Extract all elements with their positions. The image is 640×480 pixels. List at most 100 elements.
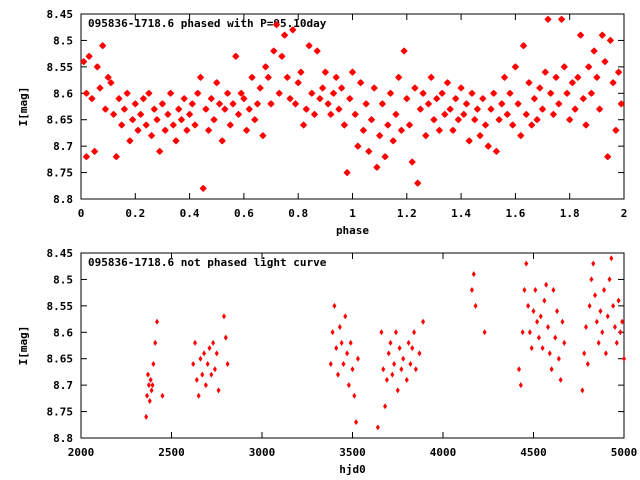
- data-point: [82, 89, 90, 97]
- data-point: [191, 121, 199, 129]
- data-point: [96, 84, 104, 92]
- data-point: [330, 329, 335, 336]
- data-point: [148, 376, 153, 383]
- data-point: [145, 371, 150, 378]
- data-point: [471, 116, 479, 124]
- x-tick-label: 1.6: [505, 207, 525, 220]
- data-point: [594, 318, 599, 325]
- data-point: [582, 121, 590, 129]
- data-point: [392, 361, 397, 367]
- data-point: [566, 116, 574, 124]
- data-point: [527, 329, 532, 336]
- data-point: [172, 137, 180, 145]
- data-point: [164, 110, 172, 118]
- data-point: [558, 15, 566, 23]
- data-point: [533, 287, 538, 293]
- data-point: [614, 339, 619, 346]
- data-point: [341, 361, 346, 367]
- y-tick-label: 8.5: [53, 273, 73, 286]
- data-point: [151, 361, 156, 367]
- data-point: [596, 339, 601, 346]
- data-point: [563, 89, 571, 97]
- data-point: [365, 147, 373, 155]
- data-point: [617, 100, 625, 108]
- data-point: [574, 73, 582, 81]
- data-point: [526, 302, 531, 309]
- data-point: [549, 110, 557, 118]
- data-point: [339, 339, 344, 346]
- data-point: [354, 142, 362, 150]
- data-point: [384, 121, 392, 129]
- data-point: [524, 260, 529, 267]
- data-point: [310, 110, 319, 118]
- data-point: [517, 366, 522, 373]
- data-point: [234, 110, 243, 118]
- data-point: [308, 89, 316, 97]
- data-point: [593, 292, 598, 299]
- data-point: [191, 361, 196, 367]
- data-point: [460, 110, 468, 118]
- data-point: [538, 105, 547, 113]
- x-tick-label: 1: [349, 207, 356, 220]
- x-axis-label: phase: [336, 224, 369, 237]
- data-point: [245, 105, 253, 113]
- data-point: [615, 68, 623, 76]
- data-point: [207, 95, 215, 103]
- x-tick-label: 3000: [249, 446, 276, 459]
- data-point: [585, 361, 590, 367]
- data-point: [346, 382, 351, 389]
- data-point: [316, 95, 324, 103]
- data-point: [212, 366, 217, 373]
- data-point: [421, 318, 426, 325]
- data-point: [471, 271, 476, 278]
- data-point: [529, 345, 534, 352]
- data-point: [601, 58, 609, 66]
- data-point: [598, 308, 603, 315]
- data-point: [479, 95, 487, 103]
- data-point: [348, 68, 357, 76]
- data-point: [207, 345, 212, 352]
- data-point: [332, 73, 340, 81]
- data-point: [229, 100, 237, 108]
- data-point: [221, 105, 229, 113]
- data-point: [305, 42, 313, 50]
- data-point: [503, 110, 511, 118]
- data-point: [343, 313, 348, 320]
- data-point: [473, 302, 478, 309]
- data-point: [210, 116, 218, 124]
- data-point: [324, 100, 332, 108]
- x-tick-label: 0.8: [288, 207, 308, 220]
- data-point: [346, 95, 354, 103]
- data-point: [536, 84, 544, 92]
- data-point: [511, 63, 519, 71]
- y-axis-label: I[mag]: [17, 326, 30, 366]
- data-point: [457, 84, 465, 92]
- data-point: [180, 95, 188, 103]
- data-point: [354, 419, 359, 426]
- data-point: [583, 324, 588, 330]
- data-point: [414, 179, 422, 187]
- data-point: [620, 318, 625, 325]
- data-point: [362, 100, 370, 108]
- data-point: [149, 387, 154, 394]
- data-point: [259, 132, 267, 140]
- x-tick-label: 2: [621, 207, 628, 220]
- data-point: [88, 95, 96, 103]
- data-point: [555, 308, 560, 315]
- data-point: [498, 100, 506, 108]
- data-point: [406, 339, 411, 346]
- data-point: [345, 350, 350, 357]
- data-point: [568, 79, 576, 87]
- data-point: [221, 313, 226, 320]
- data-point: [134, 126, 142, 134]
- data-point: [211, 339, 216, 346]
- data-point: [198, 355, 203, 362]
- data-point: [531, 308, 536, 315]
- data-point: [469, 287, 474, 293]
- data-point: [509, 121, 517, 129]
- data-point: [253, 100, 262, 108]
- data-point: [283, 73, 291, 81]
- data-point: [446, 105, 454, 113]
- data-point: [519, 42, 528, 50]
- y-tick-label: 8.45: [47, 8, 74, 21]
